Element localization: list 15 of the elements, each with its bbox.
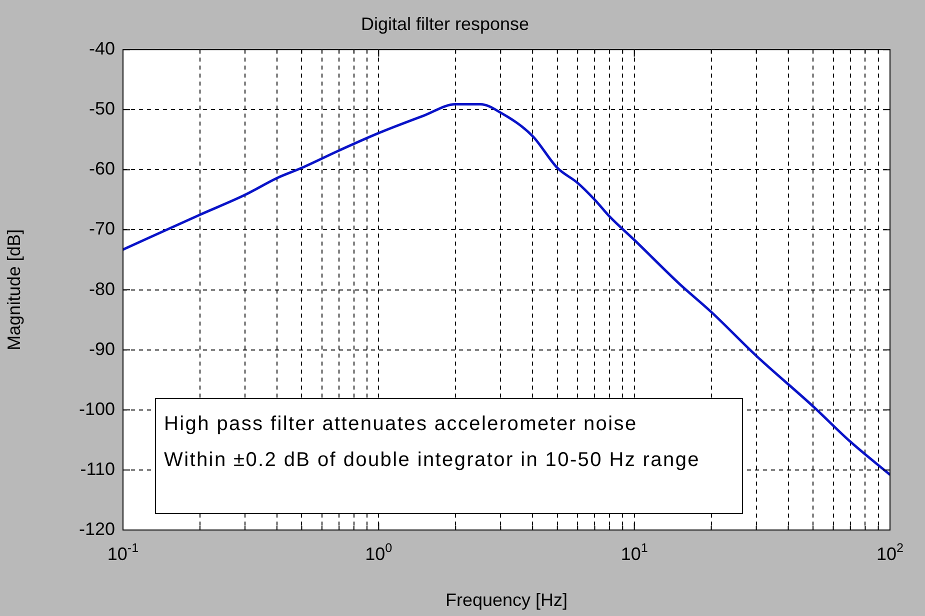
y-tick-label: -80 xyxy=(88,278,115,299)
y-tick-label: -110 xyxy=(80,458,115,479)
chart-title: Digital filter response xyxy=(360,14,530,34)
y-tick-label: -90 xyxy=(88,338,115,359)
annotation: High pass filter attenuates accelerometer noise xyxy=(164,412,638,437)
x-axis-title: Frequency [Hz] xyxy=(445,590,568,610)
y-tick-label: -60 xyxy=(88,158,115,179)
y-tick-label: -40 xyxy=(88,38,115,59)
note-box: High pass filter attenuates accelerometer noise Within ±0.2 dB of double integrator in 10-50 Hz range xyxy=(155,398,743,514)
y-tick-label: -100 xyxy=(78,398,115,419)
y-tick-label: -50 xyxy=(88,98,115,119)
y-axis-title: Magnitude [dB] xyxy=(4,229,24,350)
y-tick-label: -120 xyxy=(78,518,115,539)
y-tick-label: -70 xyxy=(88,218,115,239)
annotation: Within ±0.2 dB of double integrator in 10-50 Hz range xyxy=(164,448,701,473)
